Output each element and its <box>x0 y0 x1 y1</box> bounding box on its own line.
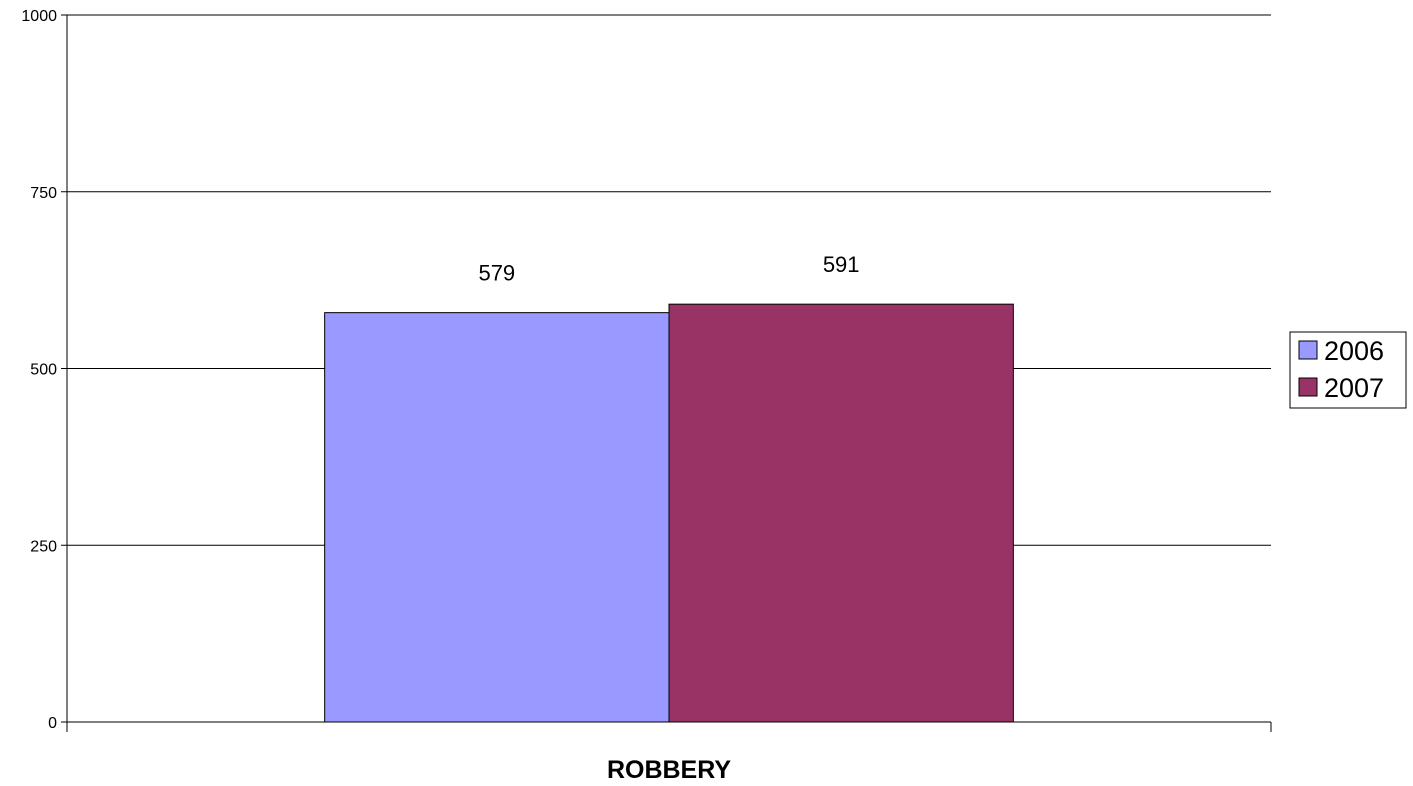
y-tick-label-0: 0 <box>48 715 57 732</box>
category-label-0: ROBBERY <box>607 756 731 784</box>
bar-2006-robbery <box>324 312 670 723</box>
data-label-2006: 579 <box>478 261 515 286</box>
legend: 2006 2007 <box>1289 331 1407 409</box>
legend-swatch-2007 <box>1298 377 1318 397</box>
data-labels: 579 591 <box>478 252 859 285</box>
y-tick-label-500: 500 <box>30 362 57 379</box>
category-labels: ROBBERY <box>607 756 731 784</box>
y-tick-label-750: 750 <box>30 185 57 202</box>
y-tick-label-250: 250 <box>30 538 57 555</box>
bar-2007-robbery <box>668 303 1014 723</box>
legend-label-2007: 2007 <box>1324 373 1384 403</box>
data-label-2007: 591 <box>823 252 860 277</box>
y-axis-ticks: 0 250 500 750 1000 <box>21 8 67 732</box>
legend-swatch-2006 <box>1298 340 1318 360</box>
x-axis-ticks <box>66 722 1272 732</box>
legend-label-2006: 2006 <box>1324 336 1384 366</box>
bars <box>324 303 1014 723</box>
y-tick-label-1000: 1000 <box>21 8 57 25</box>
